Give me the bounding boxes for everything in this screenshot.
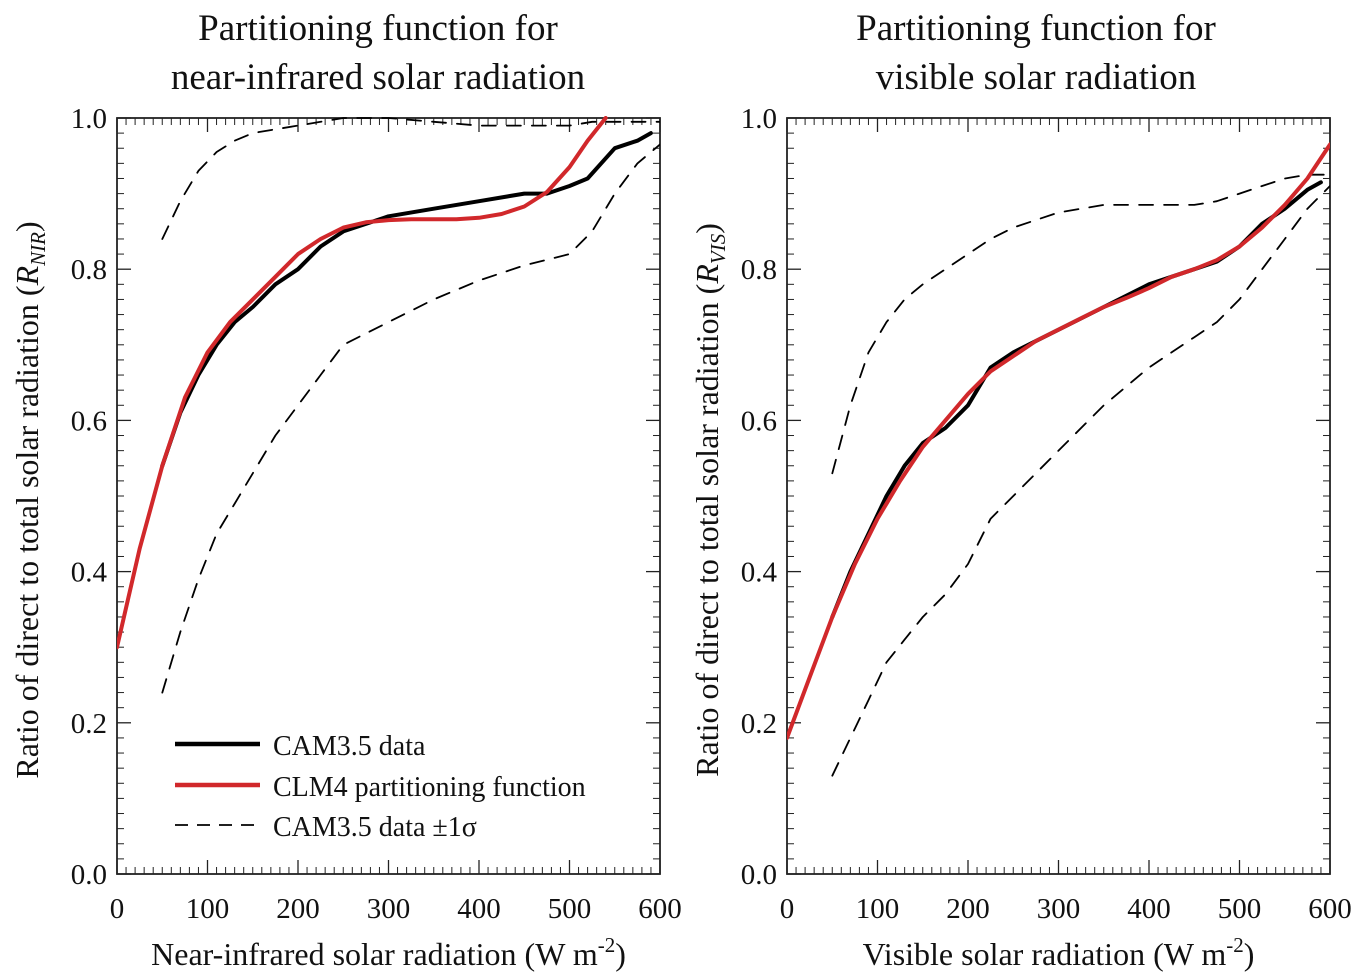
legend-label: CAM3.5 data — [273, 731, 426, 762]
x-axis-label-superscript: -2 — [598, 933, 616, 957]
chart-title-line: Partitioning function for — [198, 8, 558, 49]
x-tick-label: 400 — [1127, 893, 1171, 925]
y-axis-label-text: Ratio of direct to total solar radiation… — [9, 285, 45, 778]
minor-ticks — [117, 118, 660, 874]
legend-label: CLM4 partitioning function — [273, 772, 586, 803]
y-tick-label: 0.4 — [71, 557, 108, 589]
chart-panel-2: Partitioning function for visible solar r… — [689, 8, 1352, 972]
x-axis-label: Visible solar radiation (W m-2) — [863, 933, 1255, 972]
series-group — [787, 142, 1330, 777]
x-tick-label: 0 — [110, 893, 125, 925]
series-line-sigma — [831, 185, 1330, 777]
y-tick-label: 0.8 — [741, 254, 777, 286]
series-line-sigma — [161, 143, 660, 694]
x-axis-label-end: ) — [1244, 936, 1255, 972]
legend: CAM3.5 data CLM4 partitioning function CAM… — [175, 731, 586, 843]
y-tick-label: 0.8 — [71, 254, 107, 286]
x-axis-label-text: Near-infrared solar radiation (W m — [151, 936, 598, 972]
y-axis-label-variable: R — [689, 264, 725, 285]
x-tick-label: 500 — [1218, 893, 1262, 925]
y-tick-label: 0.0 — [71, 859, 107, 891]
y-tick-label: 1.0 — [741, 103, 777, 135]
y-axis-label-end: ) — [9, 221, 45, 232]
x-tick-label: 100 — [186, 893, 230, 925]
y-tick-label: 0.4 — [741, 557, 778, 589]
x-tick-label: 400 — [457, 893, 501, 925]
x-tick-label: 300 — [367, 893, 411, 925]
y-axis-label: Ratio of direct to total solar radiation… — [689, 223, 730, 777]
x-tick-label: 100 — [856, 893, 900, 925]
chart-panel-1: Partitioning function for near-infrared s… — [9, 8, 682, 972]
series-line-cam35 — [160, 131, 653, 468]
y-axis-label-subscript: NIR — [26, 232, 50, 267]
chart-title-line: visible solar radiation — [876, 57, 1197, 98]
y-tick-label: 0.2 — [71, 708, 107, 740]
series-line-clm4 — [117, 116, 608, 650]
x-axis-label-superscript: -2 — [1226, 933, 1244, 957]
y-axis-label: Ratio of direct to total solar radiation… — [9, 221, 50, 778]
y-axis-label-variable: R — [9, 265, 45, 286]
y-tick-label: 0.6 — [71, 405, 107, 437]
series-line-sigma — [161, 117, 660, 240]
y-axis-label-subscript: VIS — [706, 233, 730, 264]
y-tick-label: 0.6 — [741, 405, 777, 437]
series-group — [117, 116, 660, 694]
x-tick-label: 500 — [548, 893, 592, 925]
plot-frame — [786, 117, 1331, 875]
y-tick-label: 1.0 — [71, 103, 107, 135]
x-tick-label: 0 — [780, 893, 795, 925]
y-axis-label-end: ) — [689, 223, 725, 234]
series-line-cam35 — [830, 180, 1323, 619]
minor-ticks — [787, 118, 1330, 874]
chart-title-line: Partitioning function for — [856, 8, 1216, 49]
y-tick-label: 0.2 — [741, 708, 777, 740]
x-axis-label-end: ) — [615, 936, 626, 972]
y-axis-label-text: Ratio of direct to total solar radiation… — [689, 284, 725, 777]
y-tick-label: 0.0 — [741, 859, 777, 891]
x-tick-label: 600 — [1308, 893, 1352, 925]
x-tick-label: 300 — [1037, 893, 1081, 925]
x-axis-label-text: Visible solar radiation (W m — [863, 936, 1227, 972]
x-tick-label: 200 — [946, 893, 990, 925]
x-tick-label: 200 — [276, 893, 320, 925]
legend-label: CAM3.5 data ±1σ — [273, 812, 477, 843]
series-line-clm4 — [787, 142, 1330, 740]
x-tick-label: 600 — [638, 893, 682, 925]
x-axis-label: Near-infrared solar radiation (W m-2) — [151, 933, 626, 972]
chart-title-line: near-infrared solar radiation — [171, 57, 585, 98]
